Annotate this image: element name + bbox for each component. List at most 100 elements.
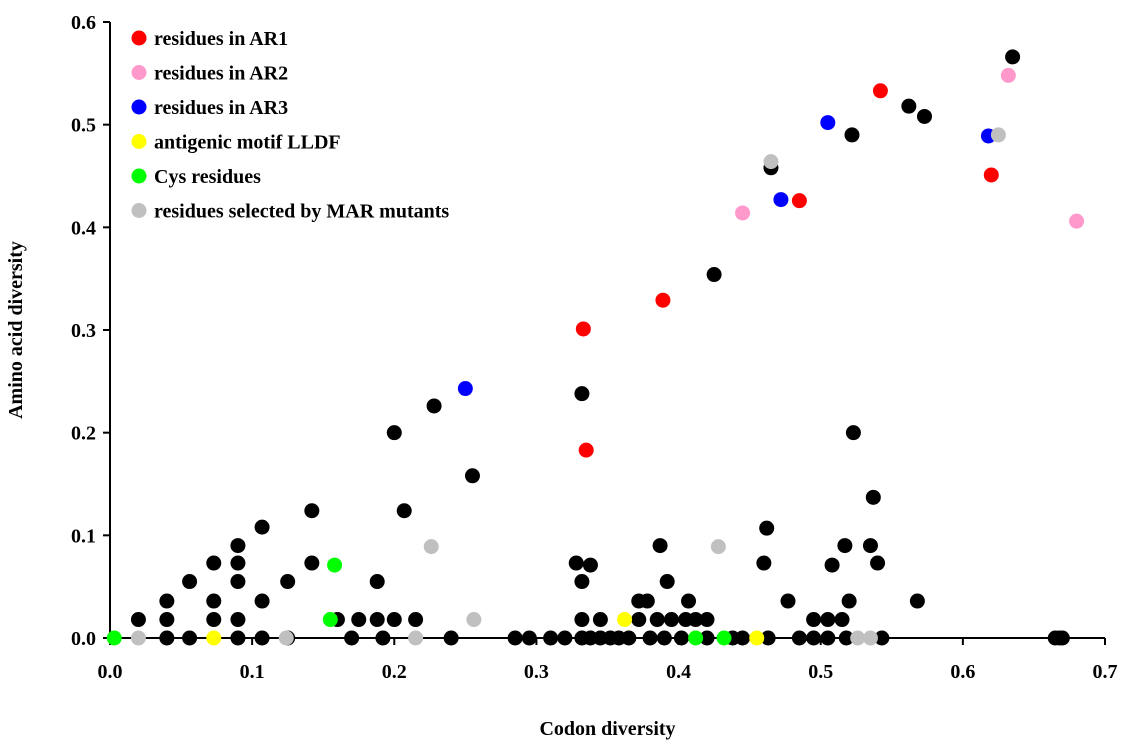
plot-area: 0.0 0.1 0.2 0.3 0.4 0.5 0.6 0.7 0.0 0.1 0.2 0.3 0.4…	[71, 12, 1118, 683]
data-point	[557, 630, 573, 646]
data-point	[1005, 49, 1021, 65]
data-point	[206, 555, 222, 571]
y-tick-label: 0.1	[71, 525, 96, 547]
data-point	[322, 612, 338, 628]
data-point	[759, 520, 775, 536]
data-points	[106, 49, 1085, 646]
y-tick-label: 0.2	[71, 423, 96, 445]
data-point	[901, 98, 917, 114]
data-point	[1054, 630, 1070, 646]
data-point	[916, 108, 932, 124]
data-point	[206, 612, 222, 628]
data-point	[304, 503, 320, 519]
data-point	[639, 593, 655, 609]
data-point	[874, 630, 890, 646]
data-point	[699, 630, 715, 646]
data-point	[820, 612, 836, 628]
data-point	[773, 192, 789, 208]
data-point	[582, 557, 598, 573]
legend-marker	[131, 134, 147, 149]
x-tick-label: 0.2	[382, 661, 407, 683]
data-point	[206, 630, 222, 646]
data-point	[983, 167, 999, 183]
data-point	[791, 193, 807, 209]
data-point	[327, 557, 343, 573]
data-point	[838, 630, 854, 646]
data-point	[386, 425, 402, 441]
data-point	[990, 127, 1006, 143]
data-point	[631, 612, 647, 628]
data-point	[834, 612, 850, 628]
data-point	[575, 321, 591, 337]
data-point	[351, 612, 367, 628]
legend-marker	[131, 65, 147, 80]
data-point	[230, 555, 246, 571]
data-point	[280, 574, 296, 590]
data-point	[1069, 213, 1085, 229]
data-point	[408, 612, 424, 628]
legend-marker	[131, 30, 147, 46]
data-point	[837, 538, 853, 554]
data-point	[735, 205, 751, 221]
data-point	[574, 612, 590, 628]
x-tick-label: 0.4	[666, 661, 691, 683]
legend-marker	[131, 168, 147, 184]
x-tick-label: 0.6	[950, 661, 975, 683]
data-point	[791, 630, 807, 646]
data-point	[578, 442, 594, 458]
data-point	[706, 267, 722, 283]
legend-entry-label: residues in AR2	[154, 63, 288, 85]
data-point	[344, 630, 360, 646]
data-point	[865, 489, 881, 505]
y-axis-ticks: 0.0 0.1 0.2 0.3 0.4 0.5 0.6	[71, 12, 110, 650]
y-tick-label: 0.5	[71, 115, 96, 137]
y-tick-label: 0.0	[71, 628, 96, 650]
data-point	[716, 630, 732, 646]
data-point	[230, 630, 246, 646]
legend-entry-label: Cys residues	[154, 166, 261, 188]
data-point	[850, 630, 866, 646]
data-point	[466, 612, 482, 628]
data-point	[106, 630, 122, 646]
data-point	[673, 630, 689, 646]
data-point	[396, 503, 412, 519]
data-point	[130, 630, 146, 646]
data-point	[870, 555, 886, 571]
data-point	[278, 630, 294, 646]
data-point	[426, 398, 442, 414]
legend-marker	[131, 99, 147, 115]
data-point	[574, 386, 590, 402]
legend: residues in AR1 residues in AR2 residues i…	[131, 28, 449, 223]
legend-entry-label: antigenic motif LLDF	[154, 132, 341, 154]
legend-entry-label: residues in AR1	[154, 28, 288, 50]
x-tick-label: 0.0	[98, 661, 123, 683]
data-point	[254, 519, 270, 535]
x-tick-label: 0.1	[240, 661, 265, 683]
data-point	[304, 555, 320, 571]
data-point	[254, 593, 270, 609]
data-point	[574, 574, 590, 590]
data-point	[230, 612, 246, 628]
y-tick-label: 0.3	[71, 320, 96, 342]
data-point	[130, 612, 146, 628]
data-point	[375, 630, 391, 646]
data-point	[457, 381, 473, 397]
y-axis-title: Amino acid diversity	[5, 241, 27, 419]
data-point	[1000, 67, 1016, 83]
data-point	[230, 538, 246, 554]
data-point	[688, 612, 704, 628]
data-point	[710, 539, 726, 555]
data-point	[621, 630, 637, 646]
data-point	[841, 593, 857, 609]
data-point	[507, 630, 523, 646]
legend-entry-label: residues selected by MAR mutants	[154, 201, 449, 223]
data-point	[862, 630, 878, 646]
data-point	[655, 292, 671, 308]
data-point	[656, 630, 672, 646]
data-point	[521, 630, 537, 646]
data-point	[749, 630, 765, 646]
data-point	[408, 630, 424, 646]
data-point	[369, 574, 385, 590]
data-point	[386, 612, 402, 628]
